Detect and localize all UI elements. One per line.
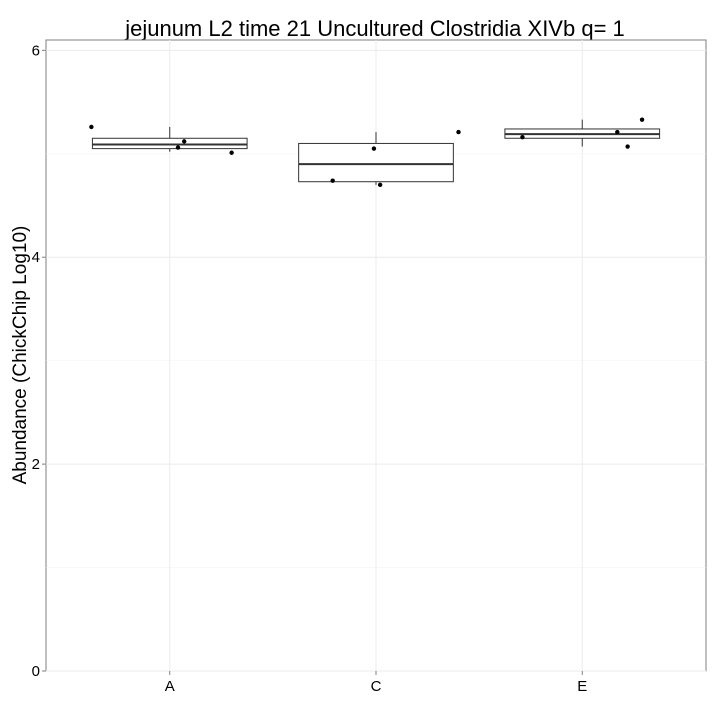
plot-panel — [45, 39, 707, 672]
box-A — [91, 126, 248, 152]
boxes — [91, 119, 661, 185]
x-tick-label: C — [371, 678, 382, 695]
box-E — [504, 119, 661, 147]
y-tick-label: 6 — [32, 42, 40, 59]
data-point-A — [181, 139, 187, 144]
data-point-C — [371, 146, 377, 151]
data-point-E — [625, 144, 630, 149]
data-point-C — [456, 129, 461, 135]
x-tick-label: E — [577, 678, 587, 695]
chart-title: jejunum L2 time 21 Uncultured Clostridia… — [124, 16, 625, 41]
y-axis: 0 2 4 6 — [32, 42, 46, 680]
data-point-C — [377, 182, 383, 188]
data-point-E — [615, 129, 620, 135]
box-iqr — [298, 142, 454, 183]
data-point-E — [639, 117, 645, 122]
y-tick-label: 2 — [32, 456, 40, 473]
y-tick-label: 0 — [32, 663, 40, 680]
data-point-C — [330, 178, 335, 183]
box-iqr — [91, 137, 248, 150]
y-axis-title: Abundance (ChickChip Log10) — [10, 226, 31, 485]
data-points — [89, 117, 645, 188]
data-point-A — [89, 124, 94, 130]
data-point-A — [175, 145, 181, 150]
data-point-E — [520, 135, 525, 140]
box-C — [298, 132, 454, 185]
y-tick-label: 4 — [32, 249, 40, 266]
data-point-A — [229, 150, 234, 155]
x-tick-label: A — [165, 678, 175, 695]
